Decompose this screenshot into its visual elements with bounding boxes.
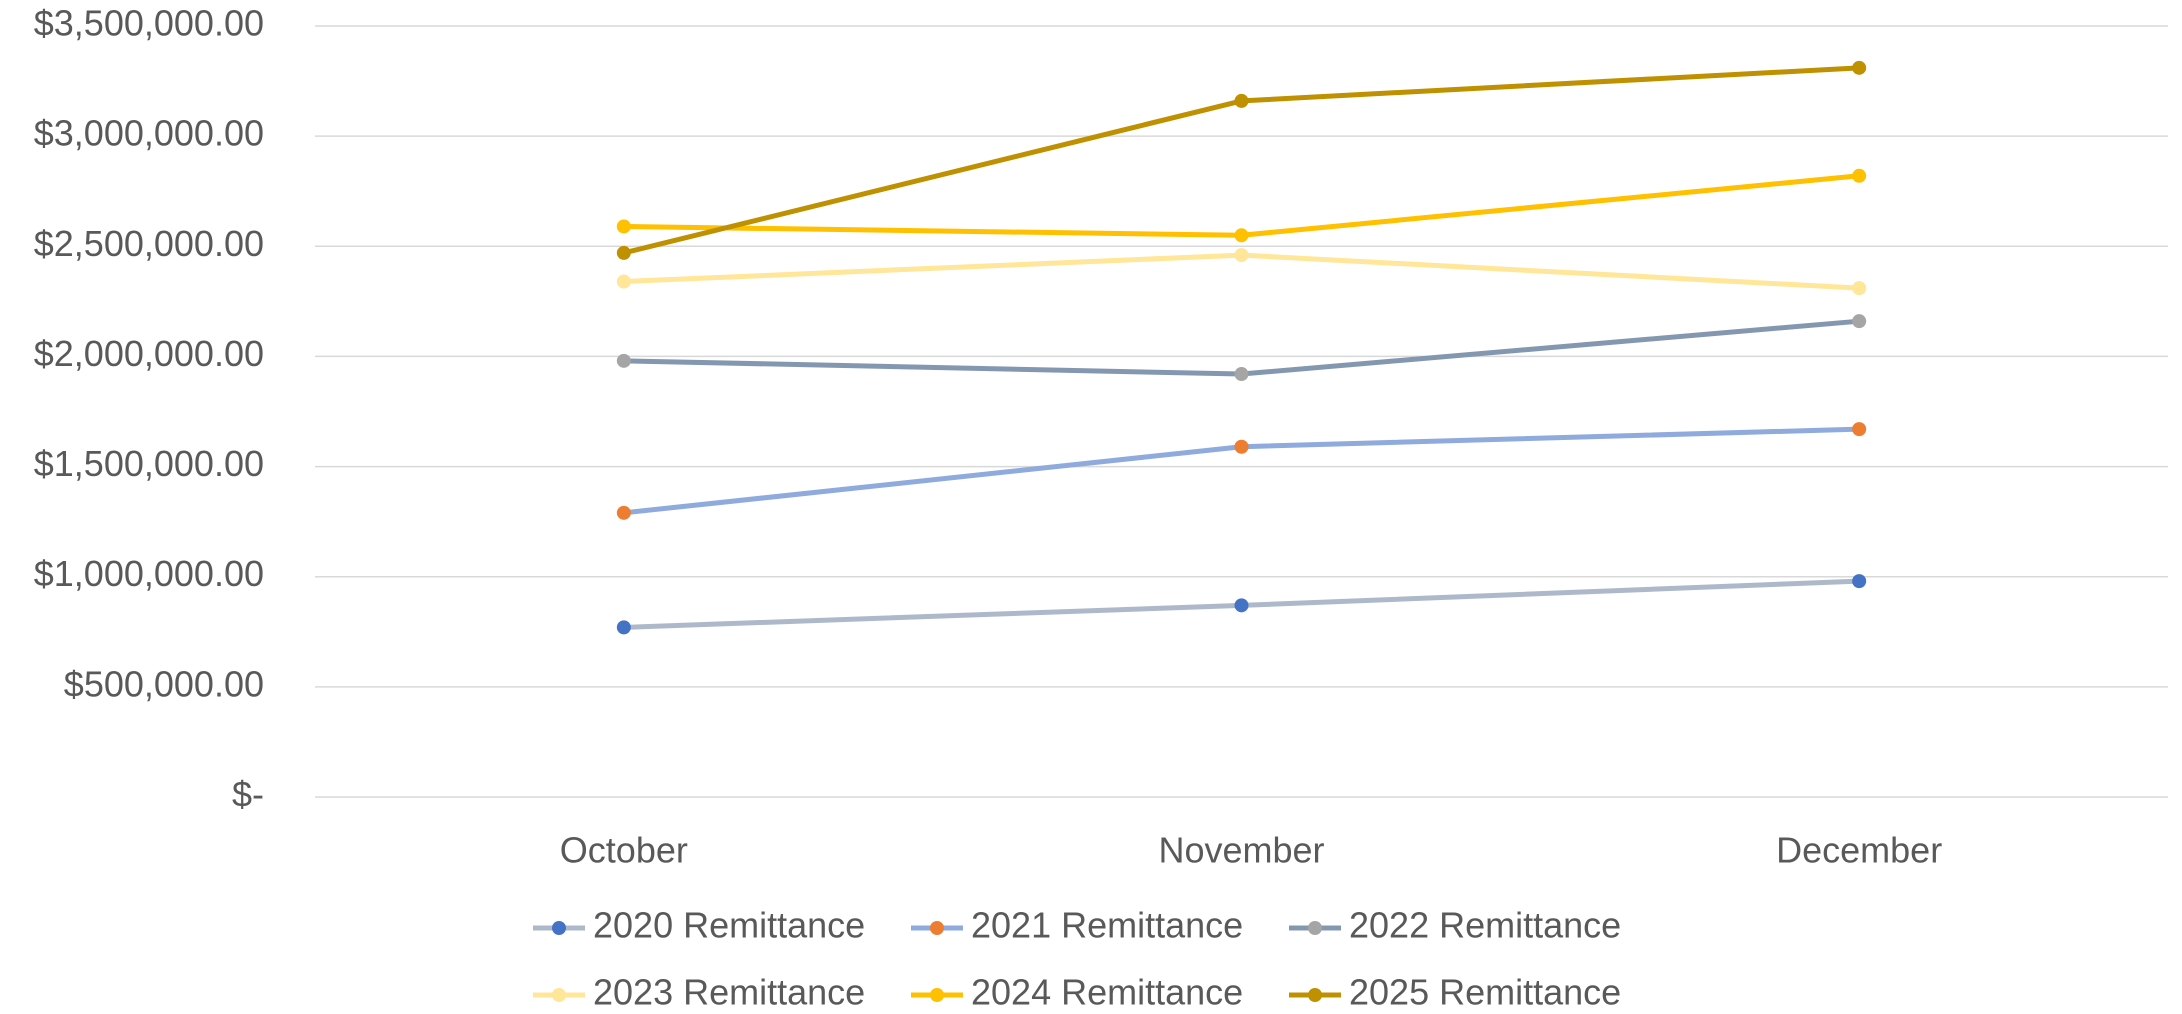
marker <box>1852 422 1867 437</box>
marker <box>616 353 631 368</box>
marker <box>1234 367 1249 382</box>
marker <box>616 505 631 520</box>
marker <box>1852 60 1867 75</box>
legend-label: 2025 Remittance <box>1349 972 1621 1013</box>
marker <box>616 219 631 234</box>
legend-marker <box>1308 988 1322 1002</box>
marker <box>1852 168 1867 183</box>
y-tick-label: $- <box>232 774 264 815</box>
y-tick-label: $1,000,000.00 <box>34 553 264 594</box>
marker <box>616 245 631 260</box>
legend-marker <box>552 921 566 935</box>
y-tick-label: $3,000,000.00 <box>34 113 264 154</box>
legend-label: 2023 Remittance <box>593 972 865 1013</box>
legend-marker <box>930 921 944 935</box>
legend-label: 2020 Remittance <box>593 905 865 946</box>
legend-marker <box>930 988 944 1002</box>
marker <box>1852 574 1867 589</box>
y-tick-label: $2,500,000.00 <box>34 223 264 264</box>
marker <box>616 274 631 289</box>
series-line <box>623 318 1860 377</box>
legend-label: 2024 Remittance <box>971 972 1243 1013</box>
legend-marker <box>552 988 566 1002</box>
marker <box>1852 314 1867 329</box>
y-tick-label: $500,000.00 <box>64 663 264 704</box>
y-tick-label: $2,000,000.00 <box>34 333 264 374</box>
marker <box>1234 228 1249 243</box>
legend-marker <box>1308 921 1322 935</box>
x-tick-label: December <box>1776 830 1942 871</box>
legend-label: 2022 Remittance <box>1349 905 1621 946</box>
marker <box>1234 248 1249 263</box>
y-tick-label: $3,500,000.00 <box>34 3 264 44</box>
marker <box>1852 281 1867 296</box>
marker <box>1234 598 1249 613</box>
y-tick-label: $1,500,000.00 <box>34 443 264 484</box>
marker <box>1234 439 1249 454</box>
x-tick-label: October <box>560 830 688 871</box>
marker <box>616 620 631 635</box>
marker <box>1234 93 1249 108</box>
x-tick-label: November <box>1158 830 1324 871</box>
legend-label: 2021 Remittance <box>971 905 1243 946</box>
